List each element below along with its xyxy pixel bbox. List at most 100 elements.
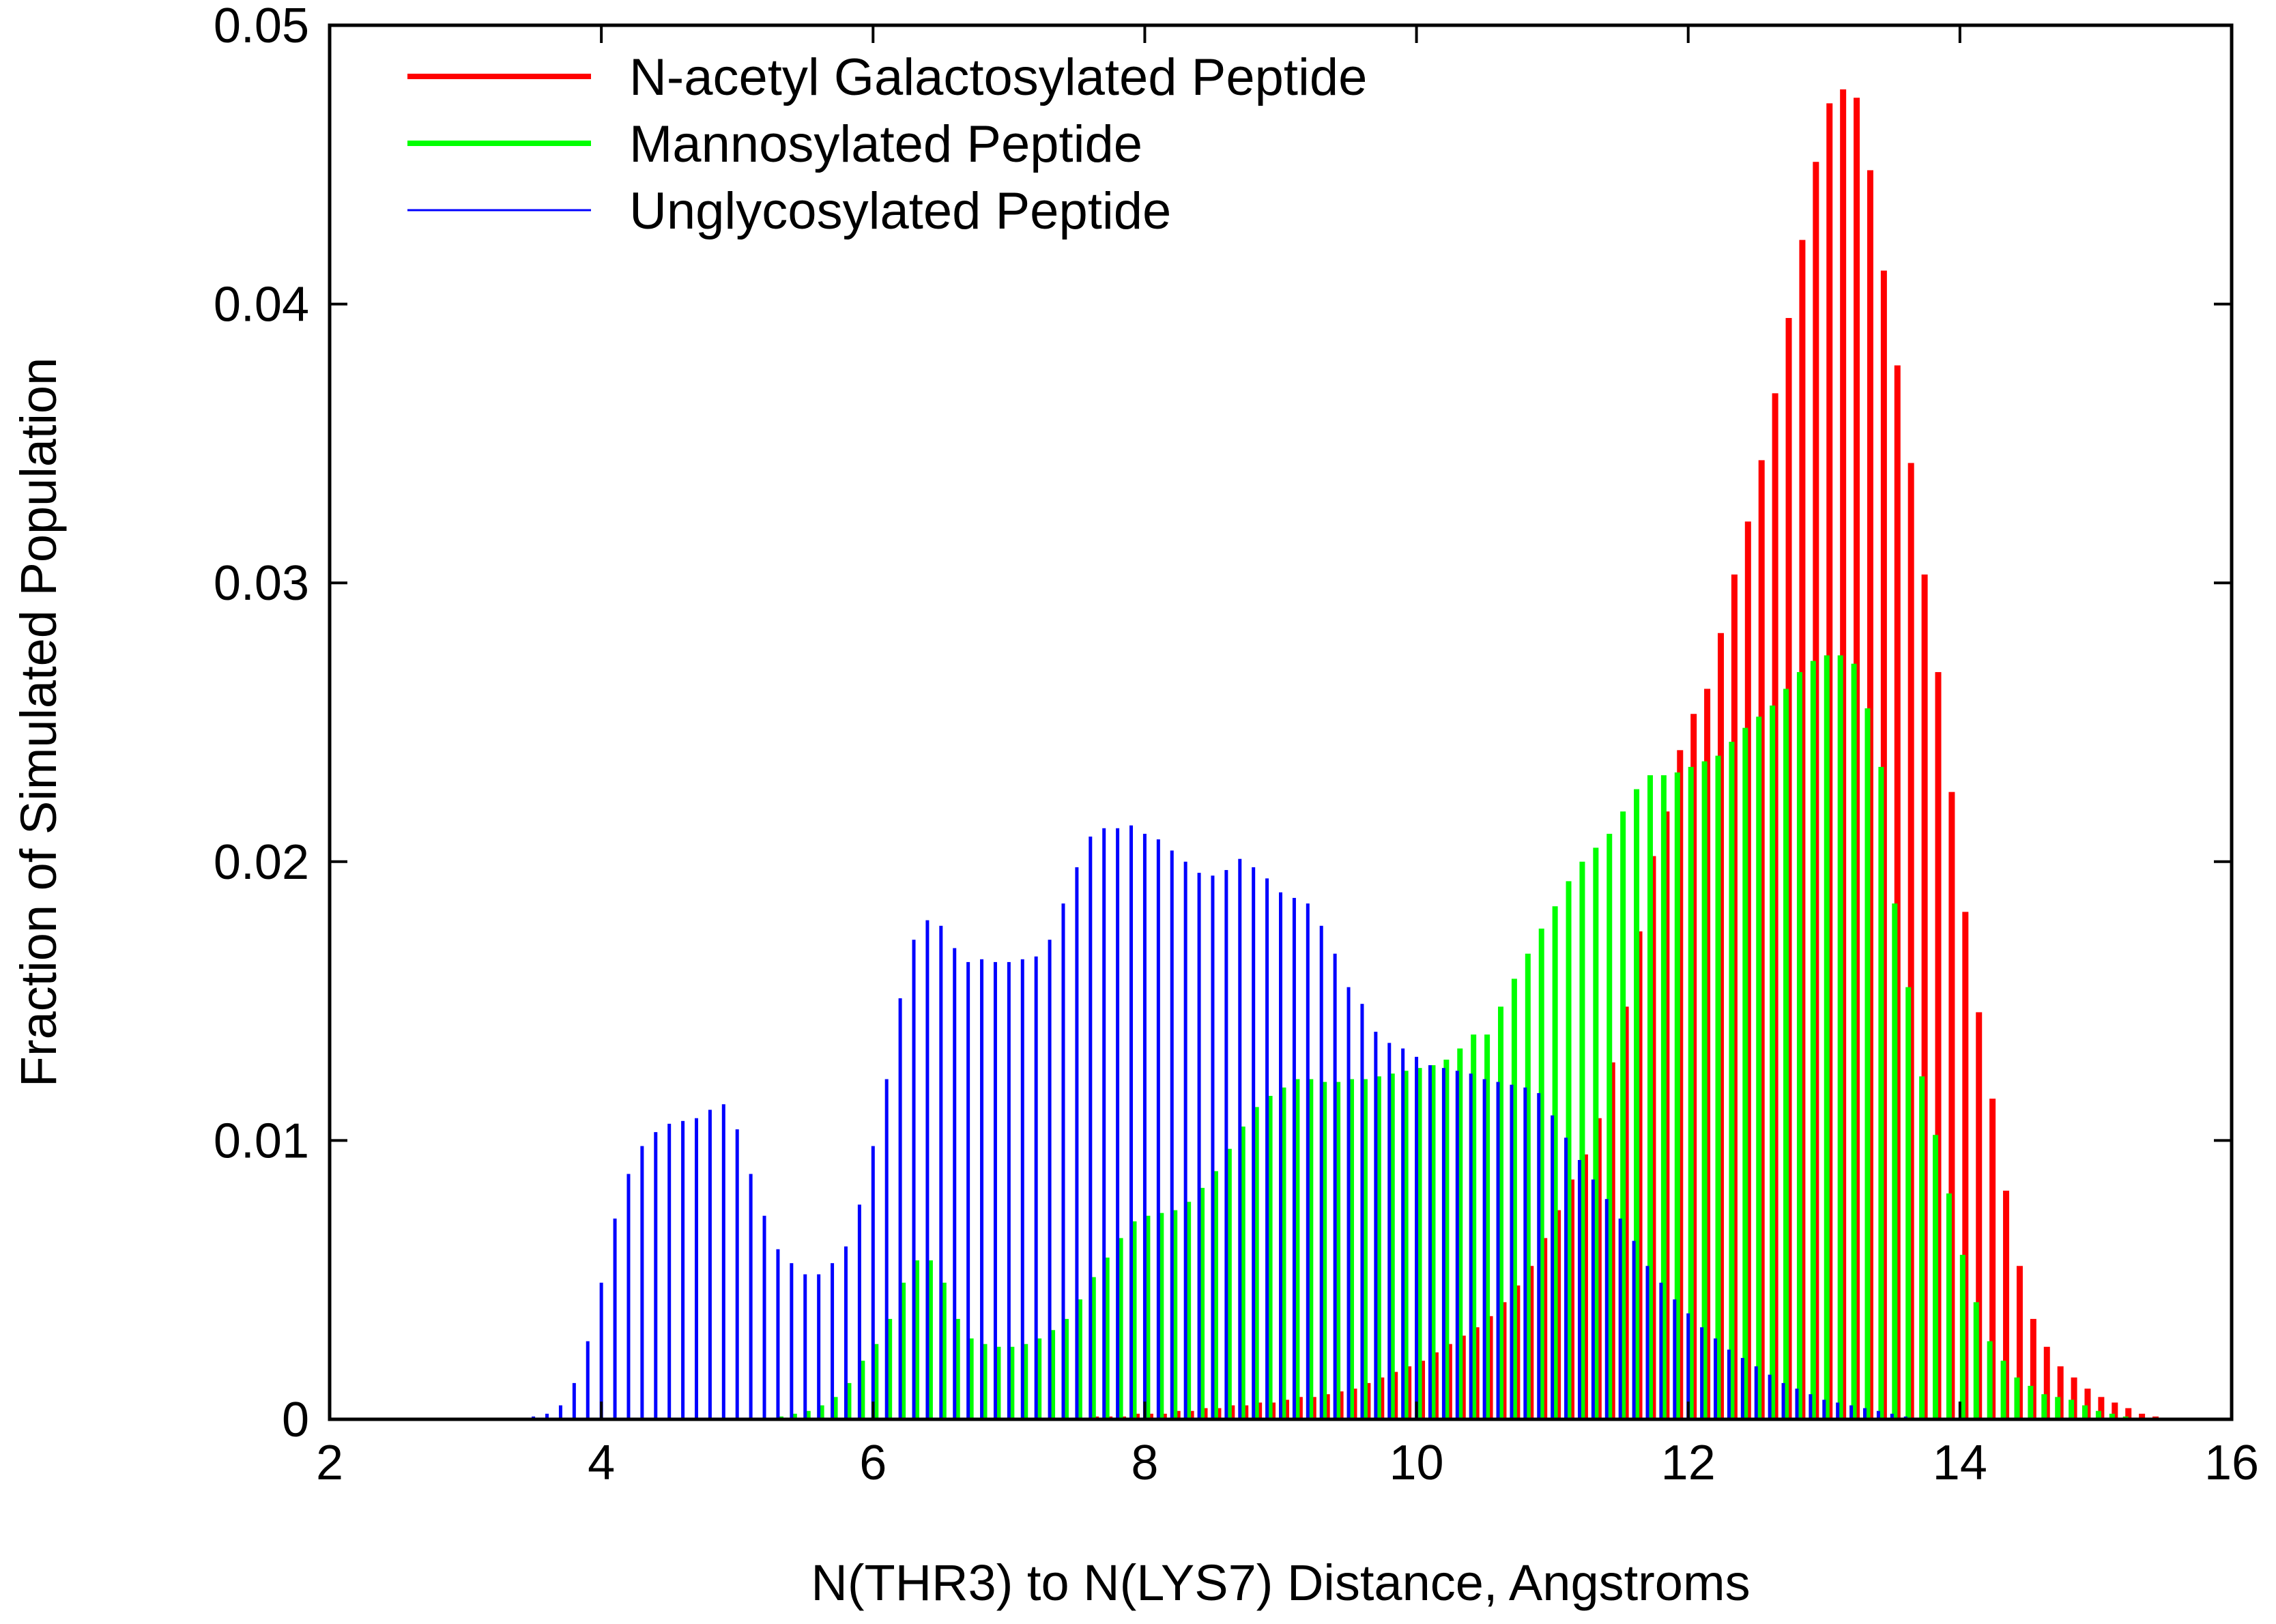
plot-frame	[328, 23, 2234, 1421]
bar	[1360, 1004, 1364, 1419]
bar	[1199, 1187, 1205, 1419]
bar	[1989, 1099, 1996, 1419]
legend-label: Mannosylated Peptide	[629, 115, 1142, 173]
bar	[1864, 708, 1871, 1419]
bar	[2125, 1408, 2132, 1419]
bar	[954, 1318, 960, 1419]
bar	[2112, 1402, 2118, 1419]
bar	[1987, 1341, 1993, 1419]
bar	[654, 1132, 658, 1419]
bar	[939, 925, 943, 1419]
bar	[1090, 1277, 1096, 1419]
y-tick-label: 0.04	[214, 278, 309, 332]
bar	[1117, 1238, 1123, 1419]
bar	[844, 1246, 848, 1419]
bar	[1102, 828, 1106, 1419]
bar	[2030, 1318, 2036, 1419]
bar	[2071, 1377, 2077, 1419]
bar	[1796, 671, 1802, 1420]
bar	[1185, 1202, 1192, 1419]
bar	[2095, 1410, 2101, 1419]
bar	[708, 1110, 712, 1419]
x-tick-label: 16	[2204, 1436, 2259, 1490]
bar	[1824, 655, 1830, 1420]
bar	[1933, 1135, 1939, 1419]
y-axis-label: Fraction of Simulated Population	[10, 358, 67, 1088]
bar	[1224, 870, 1228, 1419]
bar	[1482, 1079, 1486, 1419]
bar	[572, 1382, 576, 1419]
bar	[1253, 1107, 1259, 1419]
bar	[1319, 925, 1323, 1419]
bar	[1822, 1400, 1826, 1419]
bar	[831, 1263, 835, 1419]
bar	[1959, 1254, 1965, 1419]
y-tick-label: 0.03	[214, 556, 309, 611]
bar	[1878, 766, 1884, 1419]
bar	[2055, 1397, 2061, 1419]
bar	[817, 1274, 821, 1419]
bar	[1239, 1126, 1245, 1419]
bar	[1647, 775, 1653, 1419]
bar	[1851, 663, 1857, 1420]
bar	[1714, 1338, 1718, 1419]
bar	[900, 1282, 906, 1419]
bar	[790, 1263, 794, 1419]
bar	[1471, 1034, 1477, 1419]
bar	[1849, 1405, 1854, 1419]
bar	[1020, 959, 1024, 1419]
bar	[1416, 1068, 1422, 1419]
bar	[940, 1282, 947, 1419]
bar	[1036, 1338, 1042, 1419]
bar	[558, 1405, 562, 1419]
bar	[1280, 1087, 1286, 1419]
bar	[613, 1218, 617, 1419]
bar	[871, 1146, 875, 1419]
bar	[1591, 1179, 1595, 1419]
bar	[1267, 1096, 1273, 1419]
bar	[545, 1413, 549, 1419]
bar	[1034, 956, 1038, 1419]
bar	[1921, 574, 1928, 1420]
bar	[1538, 928, 1544, 1419]
bar	[1158, 1213, 1164, 1419]
bar	[1523, 1087, 1527, 1419]
bar	[803, 1274, 807, 1419]
bar	[1836, 1402, 1840, 1419]
bar	[721, 1104, 725, 1419]
bar	[1510, 1084, 1514, 1419]
bar	[1607, 833, 1613, 1419]
bar	[1306, 903, 1310, 1419]
bar	[1183, 861, 1187, 1419]
y-tick-label: 0.05	[214, 0, 309, 53]
bar	[805, 1410, 811, 1419]
bar	[968, 1338, 974, 1419]
bar	[1063, 1318, 1069, 1419]
bar	[1768, 1374, 1772, 1419]
x-tick-label: 12	[1661, 1436, 1716, 1490]
bar	[898, 998, 902, 1419]
bar	[1770, 705, 1776, 1419]
bar	[1795, 1389, 1799, 1419]
bar	[1469, 1073, 1473, 1419]
bar	[1511, 978, 1517, 1419]
bar	[1701, 761, 1708, 1419]
bar	[1894, 365, 1901, 1419]
series-1	[777, 655, 2129, 1420]
bar	[1089, 837, 1093, 1419]
bar	[995, 1346, 1001, 1419]
bar	[953, 948, 957, 1419]
bar	[1197, 873, 1201, 1419]
bar	[1457, 1048, 1463, 1419]
bar	[749, 1174, 753, 1419]
bar	[1604, 1199, 1609, 1419]
bar	[2028, 1385, 2034, 1419]
bar	[1346, 987, 1351, 1419]
bar	[1387, 1043, 1392, 1419]
x-tick-label: 10	[1389, 1436, 1444, 1490]
bar	[1577, 1160, 1581, 1419]
bar	[1455, 1071, 1459, 1419]
bar	[2057, 1366, 2064, 1419]
bar	[1061, 903, 1065, 1419]
bar	[846, 1382, 852, 1419]
